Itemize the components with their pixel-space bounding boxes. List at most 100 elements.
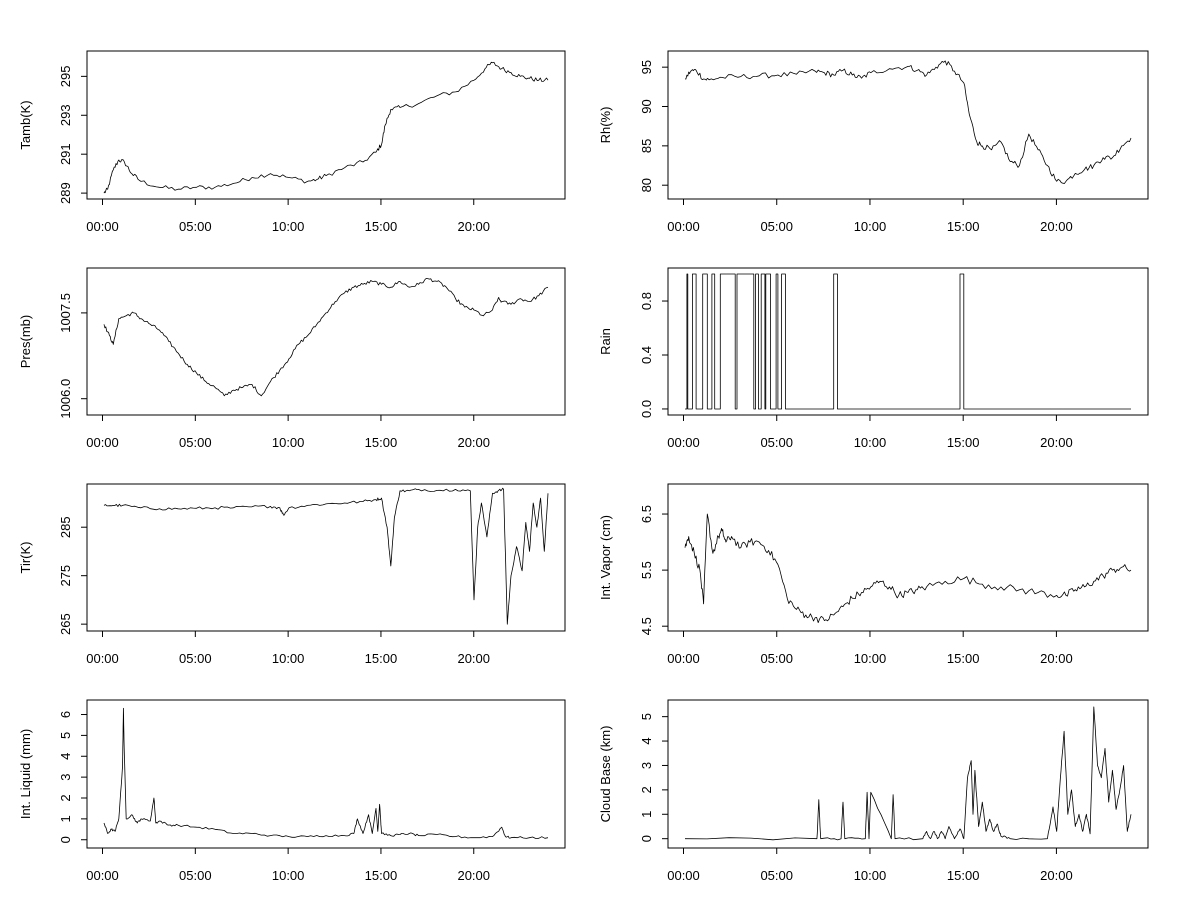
- y-tick-label: 295: [58, 65, 73, 87]
- y-tick-label: 265: [58, 613, 73, 635]
- series-line-rain: [685, 273, 1131, 410]
- x-tick-label: 05:00: [179, 435, 212, 450]
- y-tick-label: 6: [58, 711, 73, 718]
- y-axis-label: Rh(%): [598, 107, 613, 144]
- x-tick-label: 05:00: [760, 868, 793, 883]
- x-tick-label: 00:00: [86, 435, 119, 450]
- series-line-cloud-base-km: [684, 706, 1132, 841]
- x-tick-label: 20:00: [1040, 868, 1073, 883]
- series-line-int-liquid-mm: [103, 707, 549, 839]
- y-tick-label: 6.5: [639, 505, 654, 523]
- panel-cloud-base-km: 00:00 05:00 10:00 15:00 20:00 0 1 2 3 4 5 Cloud Bas…: [598, 699, 1149, 883]
- x-tick-label: 00:00: [667, 651, 700, 666]
- x-tick-label: 15:00: [947, 651, 980, 666]
- panel-rh: 00:00 05:00 10:00 15:00 20:00 80 85 90 95 Rh(%): [598, 50, 1149, 234]
- plot-frame: [667, 267, 1149, 416]
- series-line-pres-mb: [103, 278, 549, 397]
- x-tick-label: 20:00: [457, 219, 490, 234]
- y-tick-label: 80: [639, 178, 654, 192]
- x-tick-label: 05:00: [179, 651, 212, 666]
- plot-frame: [667, 699, 1149, 849]
- y-tick-label: 5.5: [639, 561, 654, 579]
- y-tick-label: 3: [639, 762, 654, 769]
- x-tick-label: 00:00: [86, 219, 119, 234]
- y-tick-label: 291: [58, 143, 73, 165]
- plot-frame: [86, 699, 566, 849]
- x-tick-label: 15:00: [365, 219, 398, 234]
- x-tick-label: 10:00: [854, 219, 887, 234]
- x-tick-label: 00:00: [86, 868, 119, 883]
- y-tick-label: 4.5: [639, 617, 654, 635]
- x-tick-label: 15:00: [365, 868, 398, 883]
- panel-int-vapor-cm: 00:00 05:00 10:00 15:00 20:00 4.5 5.5 6.5 Int. V…: [598, 483, 1149, 666]
- y-tick-label: 2: [639, 786, 654, 793]
- y-tick-label: 289: [58, 182, 73, 204]
- x-tick-label: 15:00: [365, 435, 398, 450]
- y-tick-label: 85: [639, 139, 654, 153]
- plot-frame: [667, 483, 1149, 632]
- y-axis-label: Int. Vapor (cm): [598, 515, 613, 600]
- x-tick-label: 00:00: [667, 219, 700, 234]
- x-tick-label: 00:00: [667, 435, 700, 450]
- x-tick-label: 10:00: [272, 435, 305, 450]
- x-tick-label: 20:00: [457, 868, 490, 883]
- x-tick-label: 20:00: [1040, 651, 1073, 666]
- x-tick-label: 15:00: [365, 651, 398, 666]
- x-tick-label: 10:00: [854, 651, 887, 666]
- x-tick-label: 05:00: [760, 435, 793, 450]
- x-tick-label: 05:00: [760, 219, 793, 234]
- plot-frame: [86, 267, 566, 416]
- series-line-int-vapor-cm: [684, 513, 1132, 623]
- y-tick-label: 0: [58, 836, 73, 843]
- y-tick-label: 0.0: [639, 400, 654, 418]
- x-tick-label: 05:00: [179, 219, 212, 234]
- x-tick-label: 20:00: [457, 435, 490, 450]
- y-tick-label: 275: [58, 565, 73, 587]
- y-tick-label: 1007.5: [58, 293, 73, 333]
- y-tick-label: 293: [58, 104, 73, 126]
- y-tick-label: 5: [639, 713, 654, 720]
- plot-frame: [86, 483, 566, 632]
- x-tick-label: 05:00: [179, 868, 212, 883]
- panel-tamb-k: 00:00 05:00 10:00 15:00 20:00 289 291 293 295 Tam…: [18, 50, 566, 234]
- x-tick-label: 10:00: [854, 435, 887, 450]
- x-tick-label: 20:00: [1040, 435, 1073, 450]
- x-tick-label: 10:00: [272, 219, 305, 234]
- y-tick-label: 4: [58, 753, 73, 760]
- y-tick-label: 3: [58, 774, 73, 781]
- y-axis-label: Rain: [598, 328, 613, 355]
- x-tick-label: 15:00: [947, 219, 980, 234]
- panel-rain: 00:00 05:00 10:00 15:00 20:00 0.0 0.4 0.8 Rain: [598, 267, 1149, 450]
- series-line-tir-k: [103, 487, 549, 625]
- y-tick-label: 4: [639, 737, 654, 744]
- y-tick-label: 2: [58, 794, 73, 801]
- x-tick-label: 10:00: [272, 868, 305, 883]
- x-tick-label: 20:00: [1040, 219, 1073, 234]
- plot-frame: [667, 50, 1149, 200]
- y-tick-label: 0.8: [639, 292, 654, 310]
- x-tick-label: 05:00: [760, 651, 793, 666]
- panel-tir-k: 00:00 05:00 10:00 15:00 20:00 265 275 285 Tir(K): [18, 483, 566, 666]
- panel-pres-mb: 00:00 05:00 10:00 15:00 20:00 1006.0 1007.5 Pre…: [18, 267, 566, 450]
- y-tick-label: 285: [58, 516, 73, 538]
- x-tick-label: 00:00: [667, 868, 700, 883]
- y-axis-label: Cloud Base (km): [598, 726, 613, 823]
- y-tick-label: 5: [58, 732, 73, 739]
- y-tick-label: 0.4: [639, 346, 654, 364]
- y-tick-label: 90: [639, 99, 654, 113]
- y-tick-label: 95: [639, 60, 654, 74]
- y-tick-label: 1: [639, 811, 654, 818]
- plot-frame: [86, 50, 566, 200]
- series-line-tamb-k: [103, 61, 549, 194]
- x-tick-label: 10:00: [854, 868, 887, 883]
- y-axis-label: Tamb(K): [18, 100, 33, 149]
- y-tick-label: 1006.0: [58, 379, 73, 419]
- y-tick-label: 1: [58, 815, 73, 822]
- y-axis-label: Tir(K): [18, 541, 33, 573]
- y-axis-label: Int. Liquid (mm): [18, 729, 33, 819]
- x-tick-label: 15:00: [947, 435, 980, 450]
- y-axis-label: Pres(mb): [18, 315, 33, 368]
- panel-int-liquid-mm: 00:00 05:00 10:00 15:00 20:00 0 1 2 3 4 5 6 Int. Liq…: [18, 699, 566, 883]
- x-tick-label: 10:00: [272, 651, 305, 666]
